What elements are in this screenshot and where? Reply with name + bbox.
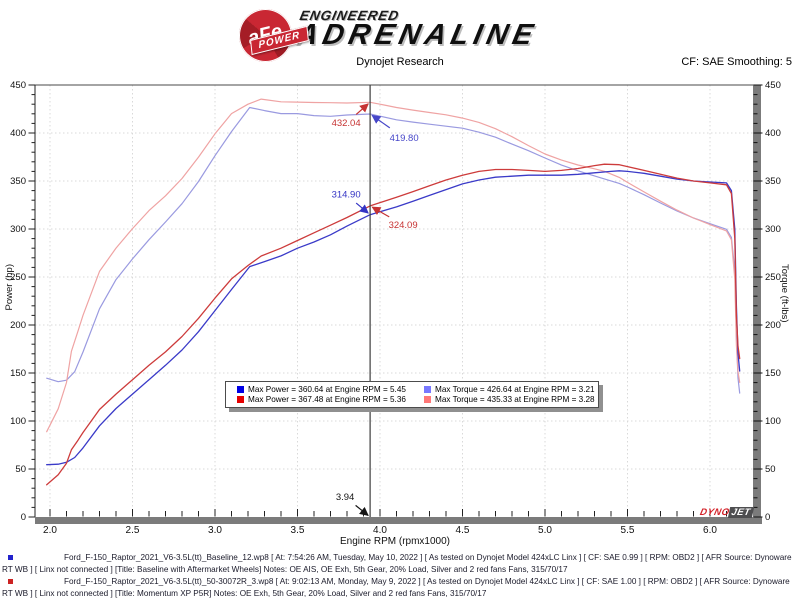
legend-entry-max-torque-baseline: Max Torque = 426.64 at Engine RPM = 3.21 bbox=[424, 385, 611, 394]
svg-text:50: 50 bbox=[765, 464, 776, 475]
annotation-314.90: 314.90 bbox=[332, 190, 361, 201]
legend-label: Max Torque = 426.64 at Engine RPM = 3.21 bbox=[435, 384, 595, 394]
dynojet-watermark-dyno: DYNO bbox=[698, 507, 731, 518]
annotation-432.04: 432.04 bbox=[332, 118, 361, 129]
legend-label: Max Power = 360.64 at Engine RPM = 5.45 bbox=[248, 384, 406, 394]
dynojet-watermark-jet: JET bbox=[728, 507, 755, 518]
curve-power-baseline bbox=[46, 170, 741, 466]
svg-text:300: 300 bbox=[10, 224, 26, 235]
cf-smoothing-label: CF: SAE Smoothing: 5 bbox=[681, 56, 792, 68]
annotations: 432.04 419.80 314.90 324.09 3.94 bbox=[332, 103, 419, 517]
legend-swatch-red bbox=[237, 396, 244, 404]
svg-text:150: 150 bbox=[765, 368, 781, 379]
svg-text:0: 0 bbox=[765, 512, 770, 523]
legend-entry-max-torque-momentum: Max Torque = 435.33 at Engine RPM = 3.28 bbox=[424, 395, 611, 404]
svg-text:2.5: 2.5 bbox=[126, 525, 140, 536]
legend-swatch-blue bbox=[237, 385, 244, 393]
annotation-419.80: 419.80 bbox=[390, 133, 419, 144]
svg-text:100: 100 bbox=[765, 416, 781, 427]
svg-text:450: 450 bbox=[765, 80, 781, 91]
svg-text:450: 450 bbox=[10, 80, 26, 91]
y-axis-title-torque: Torque (ft-lbs) bbox=[779, 264, 790, 323]
y-axis-left: 0 50 100 150 200 250 300 350 400 450 bbox=[10, 80, 36, 523]
x-axis-bar bbox=[35, 517, 762, 524]
gridlines bbox=[35, 85, 753, 517]
svg-text:300: 300 bbox=[765, 224, 781, 235]
svg-text:400: 400 bbox=[10, 128, 26, 139]
x-axis-title: Engine RPM (rpmx1000) bbox=[339, 536, 451, 547]
curve-torque-momentum-xp bbox=[46, 98, 741, 433]
y-axis-title-power: Power (hp) bbox=[4, 264, 15, 311]
svg-text:6.0: 6.0 bbox=[703, 525, 717, 536]
svg-text:250: 250 bbox=[765, 272, 781, 283]
svg-text:5.0: 5.0 bbox=[538, 525, 552, 536]
dynojet-watermark: DYNOJET bbox=[699, 507, 755, 518]
svg-text:250: 250 bbox=[10, 272, 26, 283]
y-axis-bar-right bbox=[753, 85, 761, 524]
legend-label: Max Power = 367.48 at Engine RPM = 5.36 bbox=[248, 395, 406, 405]
svg-text:3.5: 3.5 bbox=[291, 525, 305, 536]
run-text: Ford_F-150_Raptor_2021_V6-3.5L(tt)_50-30… bbox=[2, 577, 790, 598]
svg-text:400: 400 bbox=[765, 128, 781, 139]
legend-entry-max-power-baseline: Max Power = 360.64 at Engine RPM = 5.45 bbox=[237, 385, 424, 394]
svg-text:5.5: 5.5 bbox=[621, 525, 635, 536]
curve-torque-baseline bbox=[46, 106, 741, 394]
svg-text:100: 100 bbox=[10, 416, 26, 427]
dyno-chart: 0 50 100 150 200 250 300 350 400 450 0 50 100 150 200 2… bbox=[10, 80, 781, 536]
curves bbox=[46, 98, 741, 486]
y-axis-right: 0 50 100 150 200 250 300 350 400 450 bbox=[753, 80, 781, 523]
svg-text:50: 50 bbox=[15, 464, 26, 475]
legend-swatch-light-red bbox=[424, 396, 431, 404]
chart-legend: Max Power = 360.64 at Engine RPM = 5.45 … bbox=[225, 381, 599, 408]
svg-text:350: 350 bbox=[10, 176, 26, 187]
svg-text:150: 150 bbox=[10, 368, 26, 379]
svg-text:350: 350 bbox=[765, 176, 781, 187]
legend-label: Max Torque = 435.33 at Engine RPM = 3.28 bbox=[435, 395, 595, 405]
x-axis: 2.0 2.5 3.0 3.5 4.0 4.5 5.0 5.5 6.0 bbox=[43, 509, 744, 536]
svg-text:4.5: 4.5 bbox=[456, 525, 470, 536]
run-entry-baseline: Ford_F-150_Raptor_2021_V6-3.5L(tt)_Basel… bbox=[2, 552, 796, 575]
run-info-footer: Ford_F-150_Raptor_2021_V6-3.5L(tt)_Basel… bbox=[2, 552, 796, 600]
curve-power-momentum-xp bbox=[46, 163, 741, 486]
svg-text:4.0: 4.0 bbox=[373, 525, 387, 536]
legend-swatch-light-blue bbox=[424, 385, 431, 393]
chart-subtitle: Dynojet Research bbox=[356, 56, 444, 68]
svg-text:200: 200 bbox=[765, 320, 781, 331]
svg-text:200: 200 bbox=[10, 320, 26, 331]
brand-adrenaline-text: ADRENALINE bbox=[293, 19, 541, 51]
annotation-3.94: 3.94 bbox=[336, 492, 355, 503]
run-bullet-red bbox=[8, 579, 13, 584]
legend-entry-max-power-momentum: Max Power = 367.48 at Engine RPM = 5.36 bbox=[237, 395, 424, 404]
svg-text:0: 0 bbox=[21, 512, 26, 523]
svg-text:2.0: 2.0 bbox=[43, 525, 57, 536]
run-entry-momentum: Ford_F-150_Raptor_2021_V6-3.5L(tt)_50-30… bbox=[2, 576, 796, 599]
run-bullet-blue bbox=[8, 555, 13, 560]
annotation-324.09: 324.09 bbox=[389, 220, 418, 231]
run-text: Ford_F-150_Raptor_2021_V6-3.5L(tt)_Basel… bbox=[2, 553, 792, 574]
svg-text:3.0: 3.0 bbox=[208, 525, 222, 536]
